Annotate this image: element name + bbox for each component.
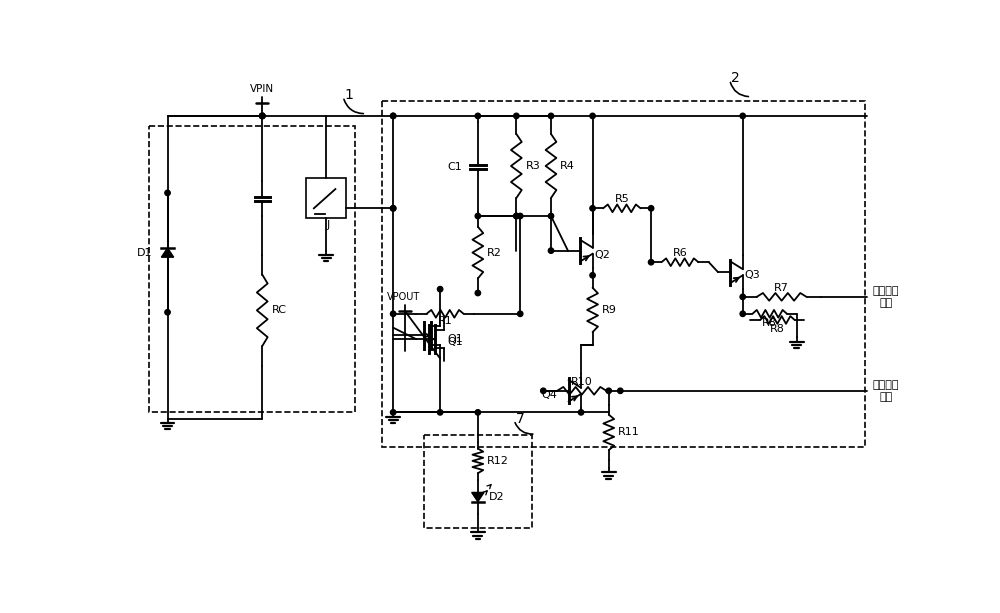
Text: Q2: Q2	[594, 249, 610, 259]
Text: R8: R8	[770, 324, 785, 334]
Text: R11: R11	[618, 427, 640, 438]
Circle shape	[740, 294, 745, 300]
Circle shape	[518, 213, 523, 219]
Circle shape	[475, 409, 481, 415]
Circle shape	[514, 213, 519, 219]
Circle shape	[260, 113, 265, 118]
Circle shape	[260, 113, 265, 118]
Text: R1: R1	[438, 316, 452, 327]
Circle shape	[390, 409, 396, 415]
Text: Q3: Q3	[744, 270, 760, 280]
Text: R10: R10	[571, 376, 593, 387]
Circle shape	[165, 190, 170, 196]
Polygon shape	[161, 248, 174, 257]
Circle shape	[475, 113, 481, 118]
Circle shape	[578, 409, 584, 415]
Circle shape	[475, 213, 481, 219]
Text: D2: D2	[489, 492, 504, 502]
Circle shape	[390, 205, 396, 211]
Circle shape	[590, 273, 595, 278]
Circle shape	[541, 388, 546, 394]
Circle shape	[437, 409, 443, 415]
Text: Q1: Q1	[448, 337, 464, 346]
Text: VPIN: VPIN	[250, 84, 274, 94]
Circle shape	[740, 311, 745, 316]
Text: R5: R5	[614, 194, 629, 204]
Text: C1: C1	[448, 162, 462, 172]
Circle shape	[548, 113, 554, 118]
Circle shape	[618, 388, 623, 394]
Bar	[306, 178, 346, 218]
Circle shape	[475, 291, 481, 295]
Text: 次級控制
信號: 次級控制 信號	[873, 380, 899, 402]
Circle shape	[390, 113, 396, 118]
Text: RC: RC	[271, 305, 286, 315]
Circle shape	[548, 248, 554, 253]
Bar	[424, 435, 532, 528]
Bar	[149, 126, 355, 413]
Circle shape	[260, 113, 265, 118]
Text: 1: 1	[345, 88, 354, 102]
Text: Q4: Q4	[541, 390, 557, 400]
Circle shape	[165, 310, 170, 315]
Circle shape	[390, 113, 396, 118]
Circle shape	[260, 113, 265, 118]
Text: R12: R12	[487, 456, 509, 466]
Text: R7: R7	[774, 283, 789, 292]
Circle shape	[548, 213, 554, 219]
Circle shape	[518, 311, 523, 316]
Circle shape	[648, 205, 654, 211]
Text: 2: 2	[731, 71, 740, 85]
Text: R8: R8	[762, 318, 777, 328]
Text: VPOUT: VPOUT	[387, 292, 420, 302]
Text: J: J	[326, 220, 329, 230]
Circle shape	[390, 205, 396, 211]
Text: R9: R9	[602, 305, 617, 315]
Text: Q1: Q1	[447, 334, 463, 345]
Circle shape	[390, 311, 396, 316]
Circle shape	[740, 113, 745, 118]
Text: 7: 7	[516, 411, 524, 425]
Circle shape	[514, 113, 519, 118]
Circle shape	[606, 388, 611, 394]
Circle shape	[514, 213, 519, 219]
Text: R2: R2	[487, 248, 502, 257]
Text: 前級控制
信號: 前級控制 信號	[873, 286, 899, 308]
Circle shape	[648, 259, 654, 265]
Text: R3: R3	[526, 161, 540, 171]
Polygon shape	[472, 492, 484, 501]
Text: R6: R6	[673, 248, 687, 258]
Bar	[382, 101, 865, 447]
Circle shape	[590, 205, 595, 211]
Circle shape	[590, 113, 595, 118]
Text: D1: D1	[137, 248, 152, 257]
Text: R4: R4	[560, 161, 575, 171]
Circle shape	[437, 286, 443, 292]
